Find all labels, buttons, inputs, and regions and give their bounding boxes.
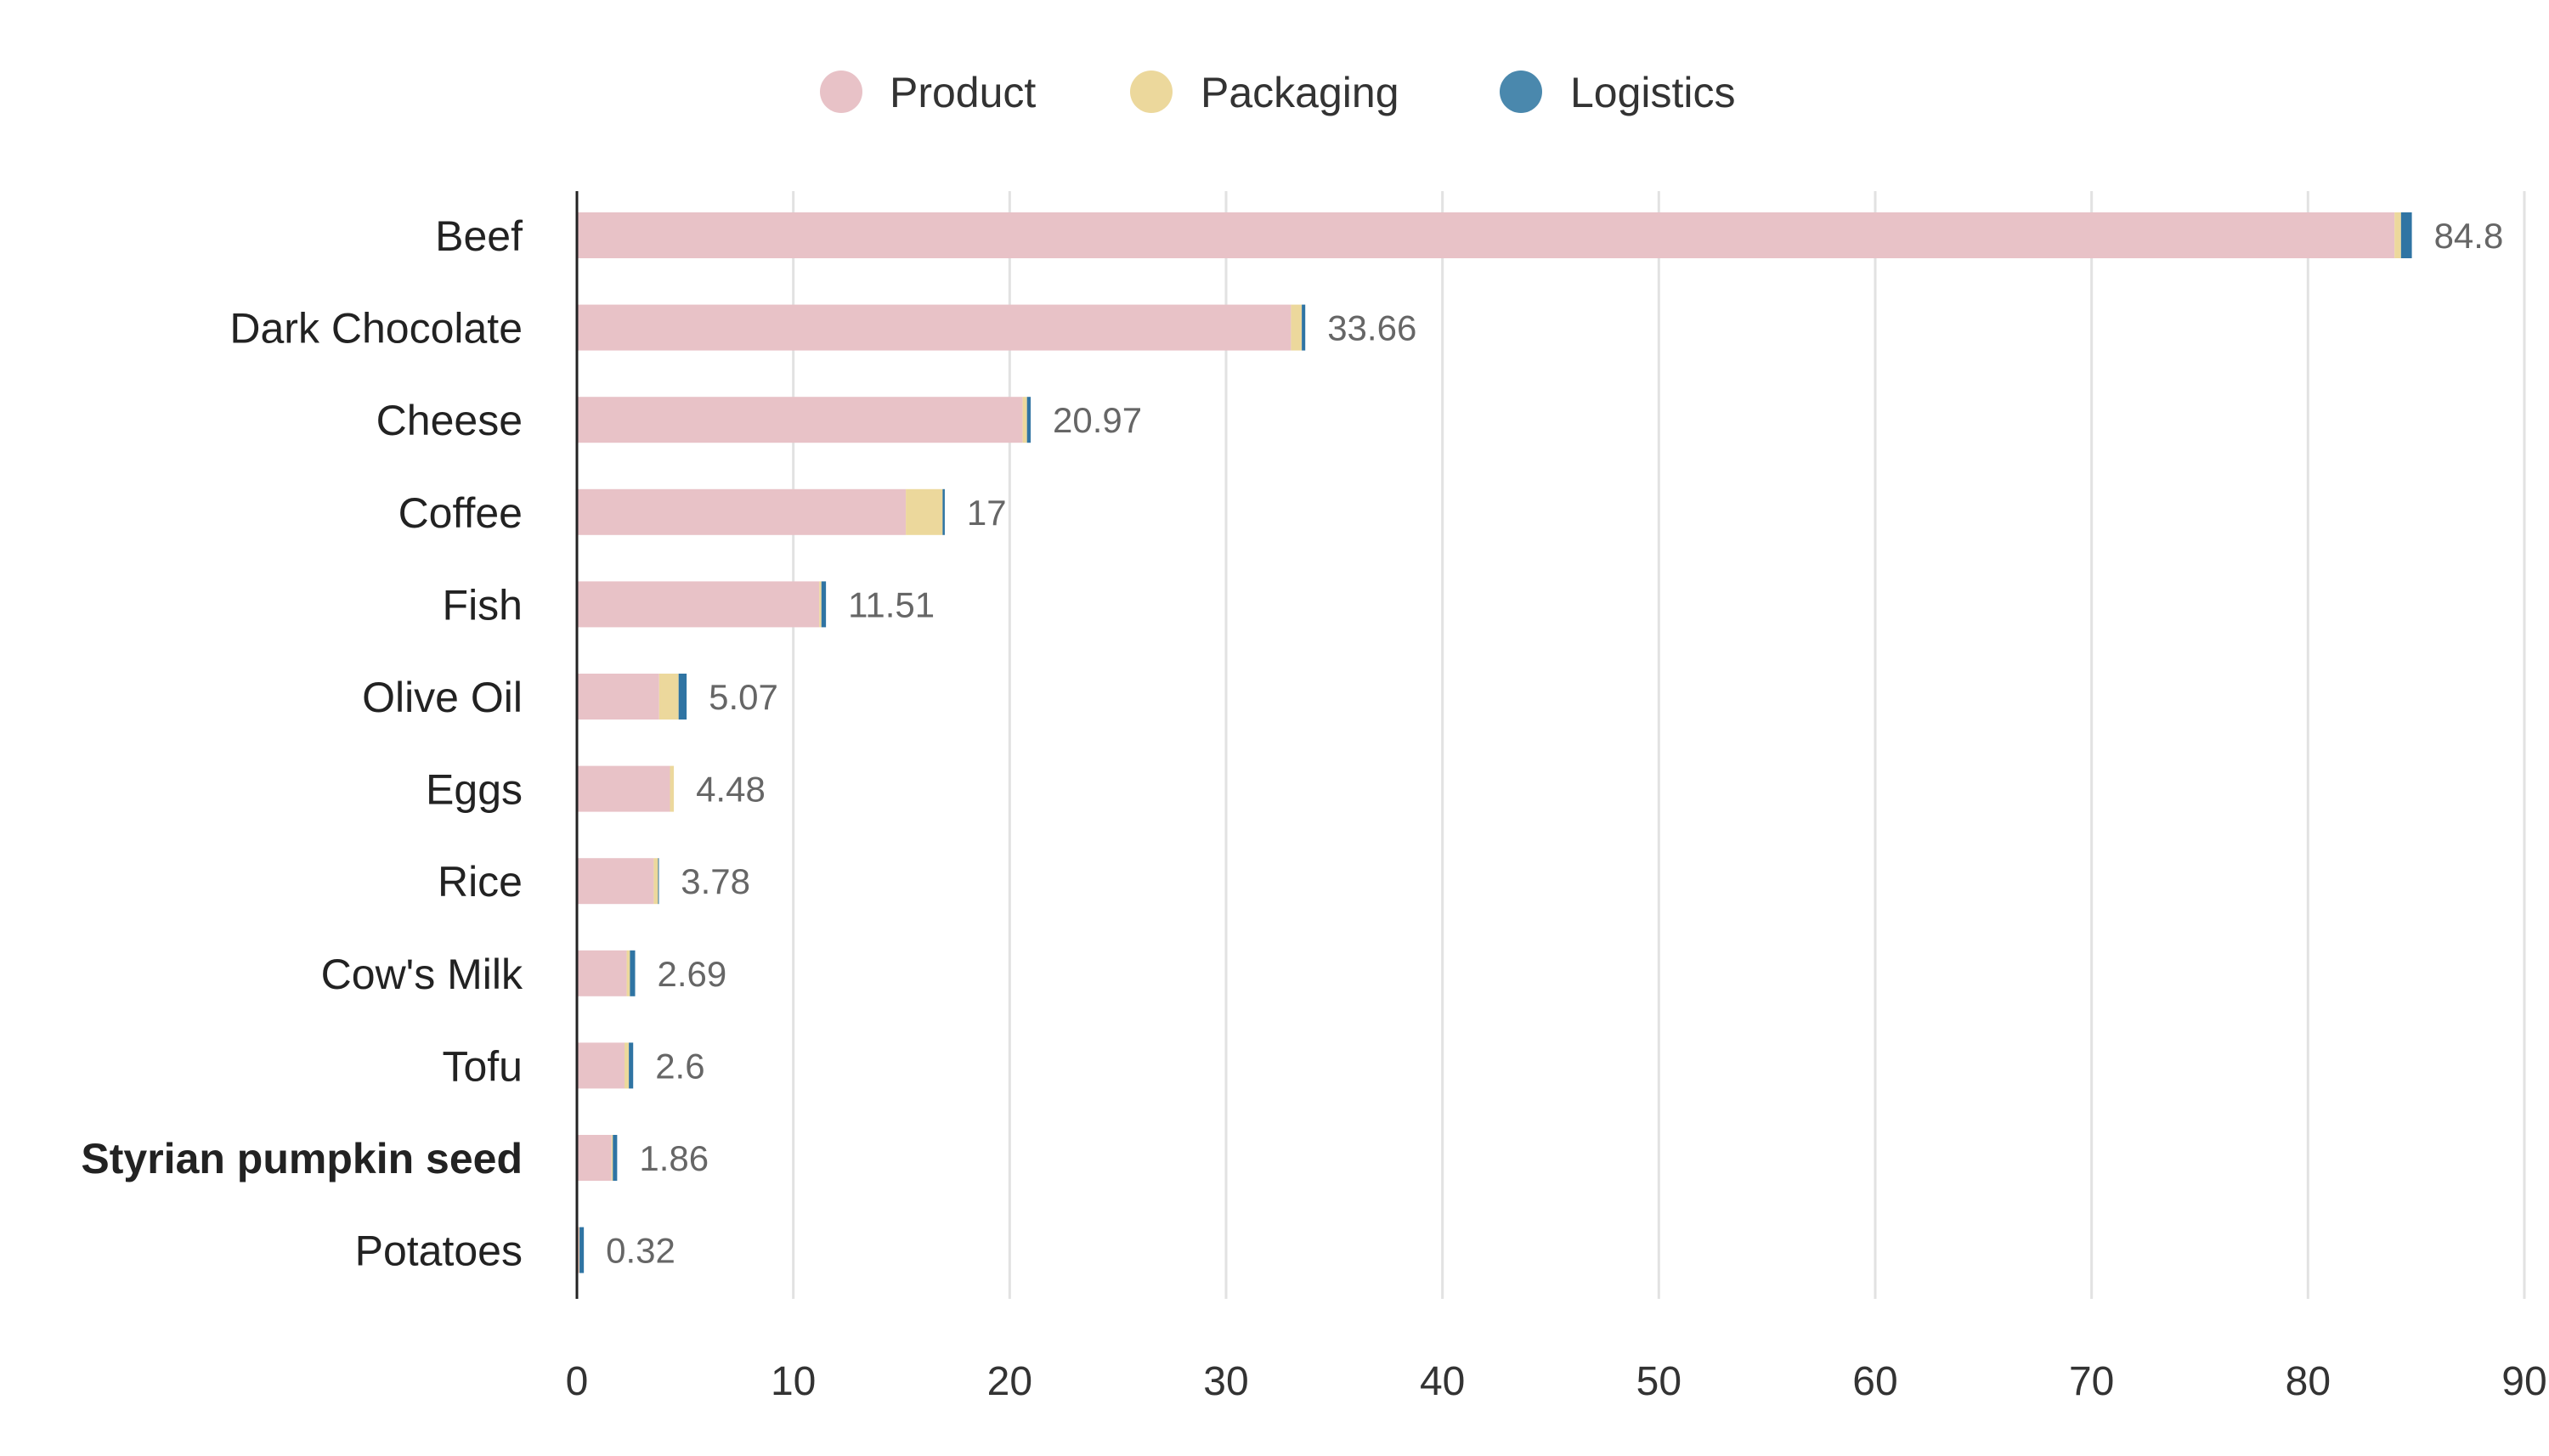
bar-segment-product (577, 1135, 612, 1181)
x-tick-label: 30 (1203, 1359, 1248, 1404)
bar-segment-packaging (819, 581, 822, 628)
bar-segment-logistics (629, 1042, 634, 1089)
gridlines (792, 191, 2526, 1299)
legend-label-packaging: Packaging (1201, 69, 1399, 116)
bar-segment-product (577, 765, 670, 812)
bar-segment-product (577, 674, 659, 720)
data-label-total: 2.69 (658, 954, 727, 994)
bar-segment-logistics (658, 858, 659, 905)
data-label-total: 17 (967, 493, 1007, 533)
category-label: Eggs (426, 766, 523, 814)
bar-segment-packaging (1291, 304, 1303, 351)
bar-segment-logistics (1026, 397, 1031, 443)
category-label: Cow's Milk (321, 951, 523, 998)
bar-segment-packaging (1022, 397, 1027, 443)
data-label-total: 2.6 (655, 1046, 704, 1086)
x-axis-ticks: 0 10 20 30 40 50 60 70 80 90 (566, 1359, 2547, 1404)
x-tick-label: 0 (566, 1359, 589, 1404)
legend: Product Packaging Logistics (820, 69, 1736, 116)
bar-segment-packaging (579, 1227, 580, 1273)
bar-segment-logistics (613, 1135, 618, 1181)
bar-segment-packaging (625, 1042, 630, 1089)
category-label: Tofu (442, 1042, 523, 1090)
category-labels: Beef Dark Chocolate Cheese Coffee Fish Olive … (81, 212, 523, 1275)
bar-segment-product (577, 488, 907, 535)
x-tick-label: 90 (2501, 1359, 2546, 1404)
bar-segment-product (577, 397, 1023, 443)
bar-segment-logistics (579, 1227, 585, 1273)
bar-segment-logistics (630, 950, 636, 996)
x-tick-label: 40 (1420, 1359, 1465, 1404)
bar-segment-packaging (906, 488, 943, 535)
bar-segment-packaging (611, 1135, 613, 1181)
legend-marker-packaging (1130, 71, 1173, 113)
x-tick-label: 50 (1636, 1359, 1681, 1404)
category-label: Styrian pumpkin seed (81, 1135, 523, 1182)
category-label: Olive Oil (362, 674, 523, 721)
bar-segment-packaging (626, 950, 630, 996)
category-label: Coffee (398, 489, 523, 537)
x-tick-label: 20 (987, 1359, 1032, 1404)
bar-segment-logistics (2400, 212, 2412, 258)
data-label-total: 84.8 (2434, 216, 2504, 256)
data-label-total: 11.51 (848, 584, 935, 624)
bar-segment-logistics (678, 674, 687, 720)
data-label-total: 3.78 (681, 861, 750, 901)
data-label-total: 0.32 (606, 1231, 675, 1271)
x-tick-label: 60 (1852, 1359, 1897, 1404)
legend-label-logistics: Logistics (1570, 69, 1736, 116)
bars: 84.8 33.66 20.97 17 11.51 5.07 4.48 3.78 2.69 2.6… (577, 212, 2503, 1273)
data-label-total: 20.97 (1053, 400, 1142, 440)
category-label: Potatoes (355, 1227, 523, 1275)
bar-segment-logistics (821, 581, 827, 628)
bar-segment-logistics (942, 488, 945, 535)
x-tick-label: 70 (2069, 1359, 2114, 1404)
legend-marker-logistics (1500, 71, 1542, 113)
data-label-total: 1.86 (639, 1138, 709, 1178)
bar-segment-product (577, 212, 2395, 258)
bar-segment-product (577, 950, 627, 996)
category-label: Beef (435, 212, 523, 260)
category-label: Rice (438, 858, 523, 906)
legend-label-product: Product (890, 69, 1036, 116)
bar-segment-product (577, 1042, 625, 1089)
bar-segment-packaging (670, 765, 675, 812)
bar-segment-packaging (658, 674, 679, 720)
bar-segment-product (577, 581, 820, 628)
data-label-total: 33.66 (1327, 308, 1416, 348)
x-tick-label: 80 (2286, 1359, 2331, 1404)
x-tick-label: 10 (771, 1359, 816, 1404)
bar-segment-product (577, 304, 1291, 351)
bar-segment-packaging (653, 858, 658, 905)
data-label-total: 5.07 (709, 677, 778, 717)
data-label-total: 4.48 (696, 770, 766, 810)
category-label: Cheese (376, 397, 523, 444)
legend-marker-product (820, 71, 862, 113)
bar-segment-logistics (1302, 304, 1306, 351)
bar-segment-product (577, 858, 654, 905)
category-label: Fish (443, 581, 523, 629)
bar-segment-packaging (2394, 212, 2401, 258)
category-label: Dark Chocolate (229, 305, 523, 353)
